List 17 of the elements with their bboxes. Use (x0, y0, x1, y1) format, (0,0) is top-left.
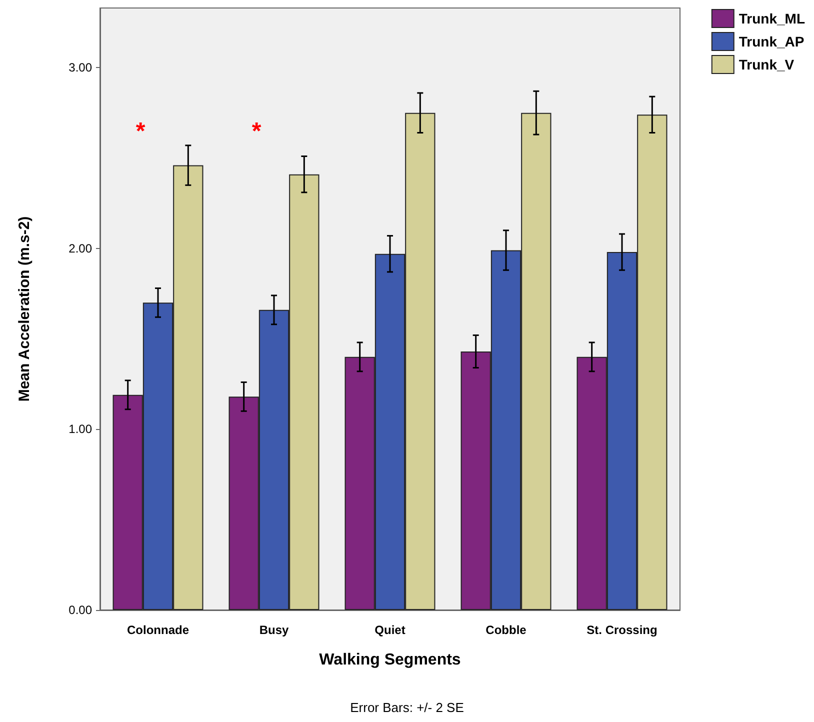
y-axis-title: Mean Acceleration (m.s-2) (16, 216, 33, 402)
x-tick-label: St. Crossing (586, 623, 658, 637)
x-tick-label: Quiet (374, 623, 406, 637)
legend-label: Trunk_AP (738, 34, 804, 50)
y-tick-label: 3.00 (68, 60, 92, 75)
x-axis-title: Walking Segments (319, 652, 461, 668)
x-tick-label: Busy (259, 623, 289, 637)
annotation: * (136, 118, 146, 145)
legend-label: Trunk_ML (738, 10, 806, 26)
y-tick-label: 1.00 (68, 422, 92, 436)
text: Error Bars: +/- 2 SE (350, 700, 464, 715)
annotation: * (252, 118, 262, 145)
x-tick-label: Cobble (486, 623, 527, 637)
y-tick-label: 2.00 (68, 241, 92, 256)
legend-label: Trunk_V (738, 56, 795, 72)
y-tick-label: 0.00 (68, 603, 92, 617)
x-tick-label: Colonnade (127, 623, 190, 637)
